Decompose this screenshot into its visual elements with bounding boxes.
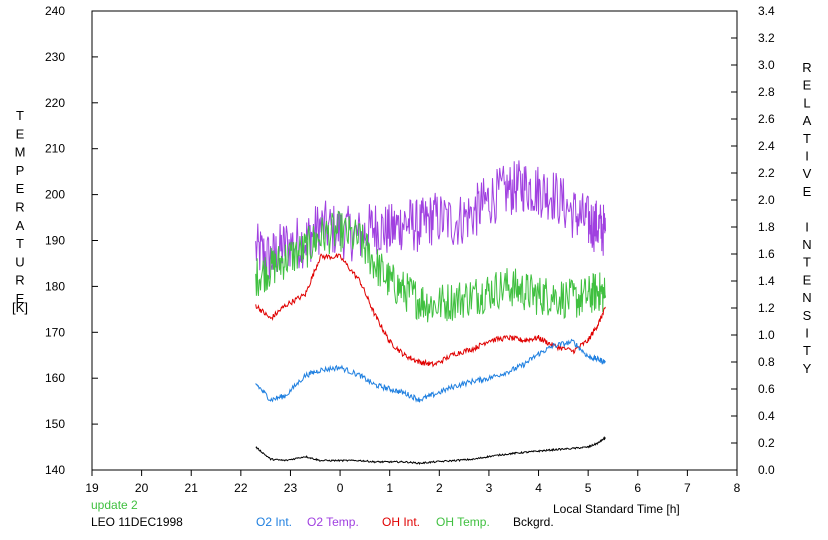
x-tick-label: 8 bbox=[734, 481, 741, 495]
left-tick-label: 200 bbox=[45, 188, 65, 202]
left-tick-label: 190 bbox=[45, 234, 65, 248]
right-tick-label: 2.4 bbox=[758, 139, 775, 153]
right-tick-label: 1.6 bbox=[758, 247, 775, 261]
legend: O2 Int. O2 Temp. OH Int. OH Temp. Bckgrd. bbox=[256, 515, 554, 529]
station-date-label: LEO 11DEC1998 bbox=[91, 515, 183, 529]
series-line-o2-int bbox=[255, 338, 606, 403]
x-tick-label: 7 bbox=[684, 481, 691, 495]
legend-item-oh-temp: OH Temp. bbox=[436, 515, 490, 529]
legend-item-bckgrd: Bckgrd. bbox=[513, 515, 554, 529]
right-tick-label: 2.8 bbox=[758, 85, 775, 99]
x-tick-label: 22 bbox=[234, 481, 248, 495]
series-layer bbox=[255, 160, 606, 465]
series-line-bckgrd bbox=[255, 435, 606, 465]
right-tick-label: 3.0 bbox=[758, 58, 775, 72]
x-tick-label: 23 bbox=[284, 481, 298, 495]
right-tick-label: 0.6 bbox=[758, 382, 775, 396]
left-tick-label: 240 bbox=[45, 4, 65, 18]
right-tick-label: 1.8 bbox=[758, 220, 775, 234]
right-tick-label: 1.2 bbox=[758, 301, 775, 315]
legend-item-oh-int: OH Int. bbox=[382, 515, 420, 529]
right-tick-label: 0.8 bbox=[758, 355, 775, 369]
right-tick-label: 1.0 bbox=[758, 328, 775, 342]
update-label: update 2 bbox=[91, 498, 138, 512]
left-tick-label: 210 bbox=[45, 142, 65, 156]
left-tick-label: 180 bbox=[45, 279, 65, 293]
x-tick-label: 1 bbox=[386, 481, 393, 495]
right-tick-label: 1.4 bbox=[758, 274, 775, 288]
left-axis-unit: [K] bbox=[12, 300, 28, 315]
right-axis-ticks: 0.0 0.2 0.4 0.6 0.8 1.0 1.2 1.4 1.6 1.8 2.0 2.2 2.4 2… bbox=[731, 4, 775, 477]
left-tick-label: 220 bbox=[45, 96, 65, 110]
right-tick-label: 2.2 bbox=[758, 166, 775, 180]
left-tick-label: 140 bbox=[45, 463, 65, 477]
legend-item-o2-temp: O2 Temp. bbox=[307, 515, 359, 529]
x-tick-label: 0 bbox=[337, 481, 344, 495]
x-tick-label: 3 bbox=[486, 481, 493, 495]
series-line-o2-temp bbox=[255, 160, 606, 280]
legend-item-o2-int: O2 Int. bbox=[256, 515, 292, 529]
x-tick-label: 2 bbox=[436, 481, 443, 495]
x-tick-label: 21 bbox=[185, 481, 199, 495]
x-tick-label: 19 bbox=[85, 481, 99, 495]
right-tick-label: 0.0 bbox=[758, 463, 775, 477]
right-tick-label: 0.2 bbox=[758, 436, 775, 450]
left-tick-label: 230 bbox=[45, 50, 65, 64]
x-axis-ticks: 19 20 21 22 23 0 1 2 3 4 5 6 7 8 bbox=[85, 470, 741, 495]
x-tick-label: 5 bbox=[585, 481, 592, 495]
x-tick-label: 6 bbox=[634, 481, 641, 495]
x-axis-label: Local Standard Time [h] bbox=[553, 502, 680, 516]
x-tick-label: 20 bbox=[135, 481, 149, 495]
left-tick-label: 150 bbox=[45, 417, 65, 431]
left-axis-unit-text: [K] bbox=[12, 300, 28, 315]
left-tick-label: 160 bbox=[45, 371, 65, 385]
left-tick-label: 170 bbox=[45, 325, 65, 339]
right-tick-label: 2.0 bbox=[758, 193, 775, 207]
right-tick-label: 3.2 bbox=[758, 31, 775, 45]
right-tick-label: 2.6 bbox=[758, 112, 775, 126]
right-tick-label: 3.4 bbox=[758, 4, 775, 18]
series-line-oh-int bbox=[255, 252, 606, 368]
right-tick-label: 0.4 bbox=[758, 409, 775, 423]
left-axis-ticks: 140 150 160 170 180 190 200 210 220 230 240 bbox=[45, 4, 98, 477]
x-tick-label: 4 bbox=[535, 481, 542, 495]
series-line-oh-temp bbox=[255, 210, 606, 323]
